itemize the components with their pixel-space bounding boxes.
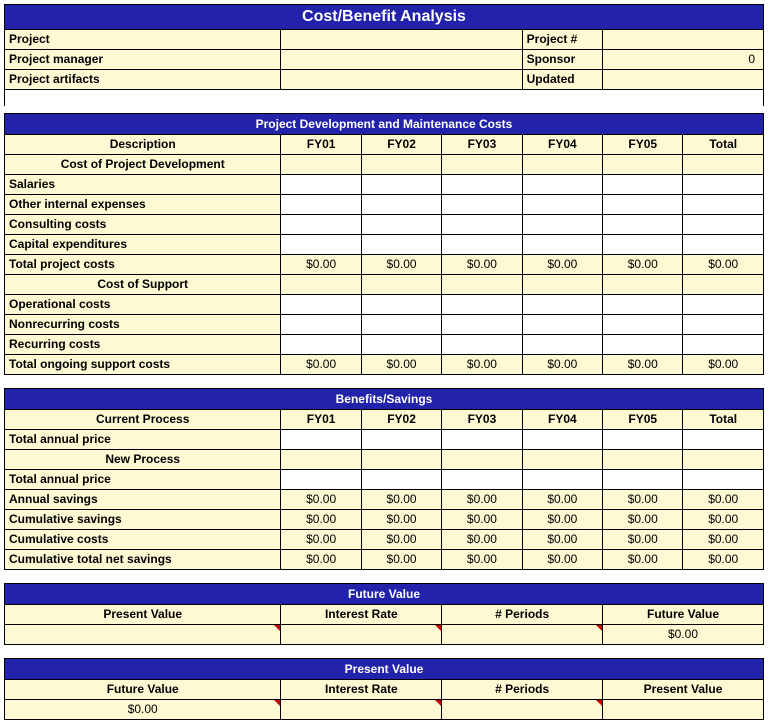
pv-periods[interactable] bbox=[442, 700, 603, 720]
table-row: Total annual price bbox=[5, 430, 764, 450]
pm-value[interactable] bbox=[281, 50, 522, 70]
benefits-header-row: Current Process FY01 FY02 FY03 FY04 FY05… bbox=[5, 410, 764, 430]
fv-future-value: $0.00 bbox=[603, 625, 764, 645]
project-value[interactable] bbox=[281, 30, 522, 50]
pv-present-value bbox=[603, 700, 764, 720]
projectnum-label: Project # bbox=[522, 30, 602, 50]
pv-future-value[interactable]: $0.00 bbox=[5, 700, 281, 720]
cumulative-costs-row: Cumulative costs $0.00 $0.00 $0.00 $0.00… bbox=[5, 530, 764, 550]
cost-dev-subhead: Cost of Project Development bbox=[5, 155, 281, 175]
page-title: Cost/Benefit Analysis bbox=[5, 5, 764, 30]
costs-header-row: Description FY01 FY02 FY03 FY04 FY05 Tot… bbox=[5, 135, 764, 155]
benefits-section-title: Benefits/Savings bbox=[5, 389, 764, 410]
pv-data-row: $0.00 bbox=[5, 700, 764, 720]
costs-section-title: Project Development and Maintenance Cost… bbox=[5, 114, 764, 135]
cumulative-net-savings-row: Cumulative total net savings $0.00 $0.00… bbox=[5, 550, 764, 570]
fv-periods[interactable] bbox=[442, 625, 603, 645]
sponsor-value[interactable]: 0 bbox=[603, 50, 764, 70]
pv-interest-rate[interactable] bbox=[281, 700, 442, 720]
table-row: Recurring costs bbox=[5, 335, 764, 355]
cost-sup-subhead: Cost of Support bbox=[5, 275, 281, 295]
fv-header-row: Present Value Interest Rate # Periods Fu… bbox=[5, 605, 764, 625]
artifacts-label: Project artifacts bbox=[5, 70, 281, 90]
fv-data-row: $0.00 bbox=[5, 625, 764, 645]
table-row: Nonrecurring costs bbox=[5, 315, 764, 335]
artifacts-value[interactable] bbox=[281, 70, 522, 90]
fv-section-title: Future Value bbox=[5, 584, 764, 605]
projectnum-value[interactable] bbox=[603, 30, 764, 50]
table-row: Other internal expenses bbox=[5, 195, 764, 215]
total-project-costs-row: Total project costs $0.00 $0.00 $0.00 $0… bbox=[5, 255, 764, 275]
project-label: Project bbox=[5, 30, 281, 50]
new-process-subhead: New Process bbox=[5, 450, 281, 470]
pv-header-row: Future Value Interest Rate # Periods Pre… bbox=[5, 680, 764, 700]
table-row: Capital expenditures bbox=[5, 235, 764, 255]
cumulative-savings-row: Cumulative savings $0.00 $0.00 $0.00 $0.… bbox=[5, 510, 764, 530]
annual-savings-row: Annual savings $0.00 $0.00 $0.00 $0.00 $… bbox=[5, 490, 764, 510]
sponsor-label: Sponsor bbox=[522, 50, 602, 70]
spreadsheet-table: Cost/Benefit Analysis Project Project # … bbox=[4, 4, 764, 720]
updated-value[interactable] bbox=[603, 70, 764, 90]
table-row: Consulting costs bbox=[5, 215, 764, 235]
total-support-costs-row: Total ongoing support costs $0.00 $0.00 … bbox=[5, 355, 764, 375]
table-row: Total annual price bbox=[5, 470, 764, 490]
fv-interest-rate[interactable] bbox=[281, 625, 442, 645]
fv-present-value[interactable] bbox=[5, 625, 281, 645]
pv-section-title: Present Value bbox=[5, 659, 764, 680]
pm-label: Project manager bbox=[5, 50, 281, 70]
table-row: Operational costs bbox=[5, 295, 764, 315]
table-row: Salaries bbox=[5, 175, 764, 195]
updated-label: Updated bbox=[522, 70, 602, 90]
